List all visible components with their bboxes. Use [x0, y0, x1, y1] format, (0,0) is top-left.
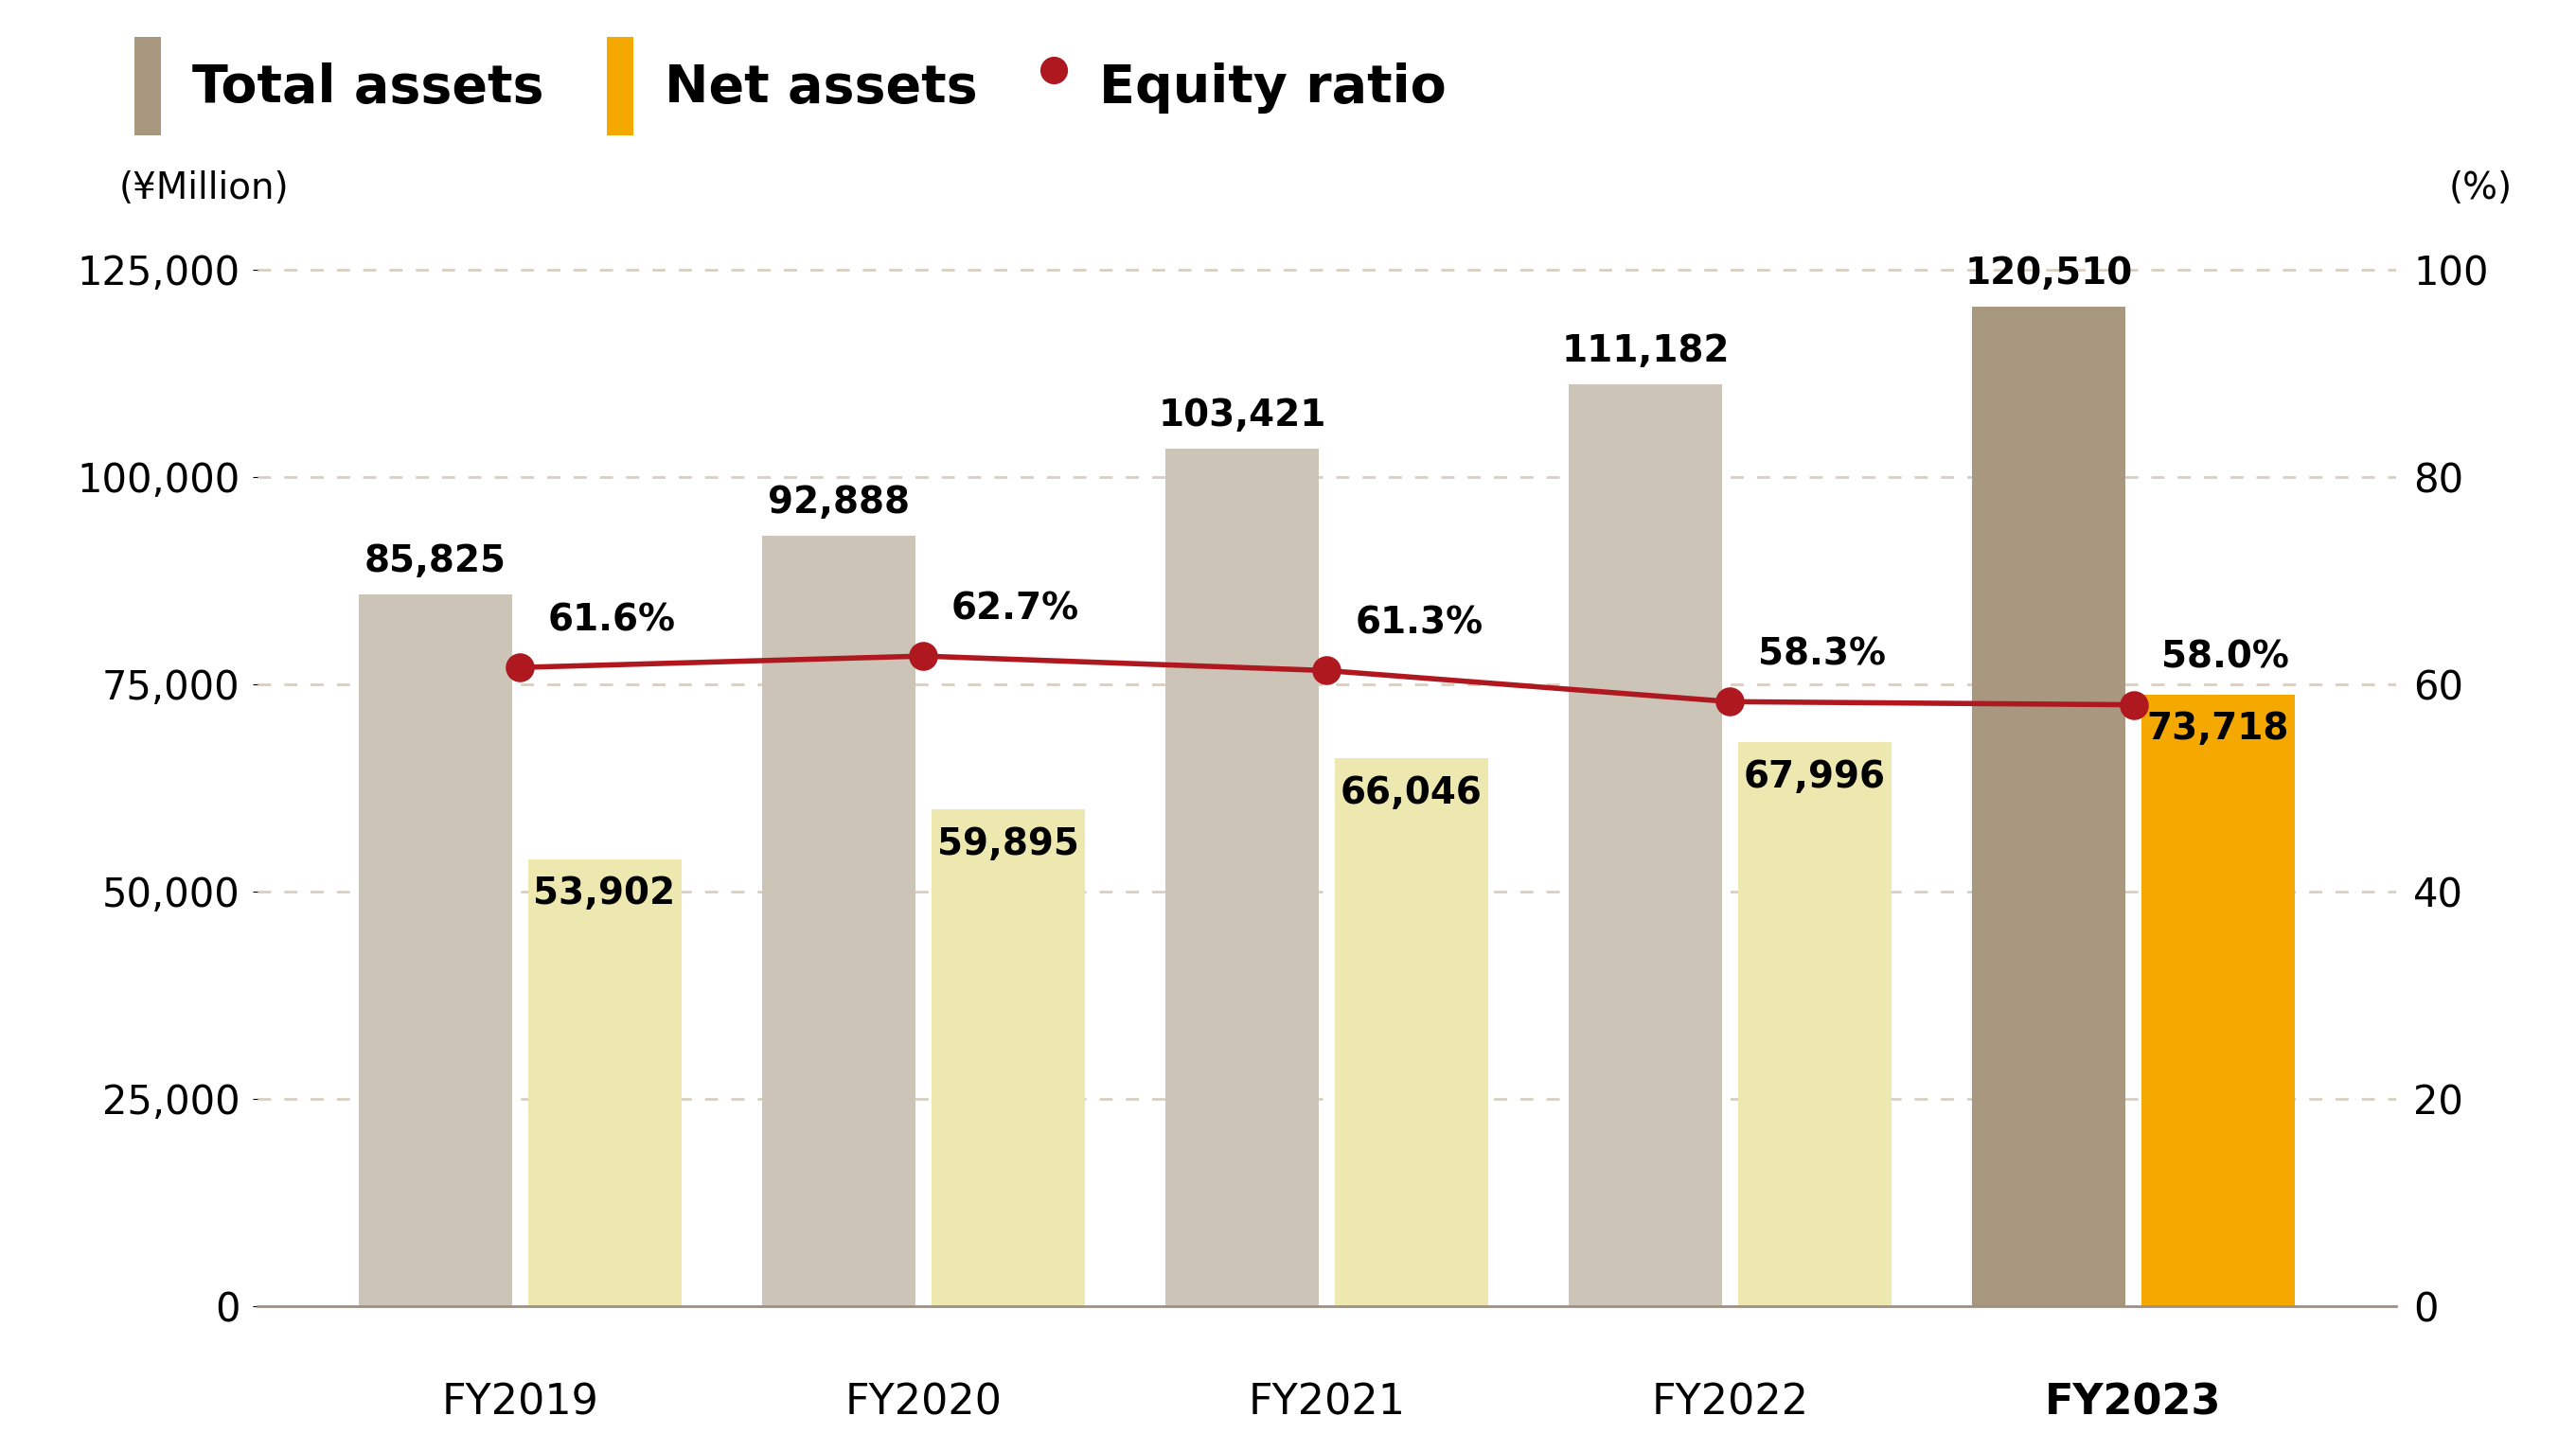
- Bar: [933, 810, 1084, 1306]
- Bar: [1334, 759, 1489, 1306]
- Text: 62.7%: 62.7%: [951, 591, 1079, 627]
- Text: 92,888: 92,888: [768, 485, 909, 521]
- Text: 66,046: 66,046: [1340, 775, 1481, 811]
- Text: 61.6%: 61.6%: [549, 602, 675, 638]
- Text: 85,825: 85,825: [363, 543, 505, 579]
- Text: 73,718: 73,718: [2146, 711, 2290, 747]
- Text: 67,996: 67,996: [1744, 759, 1886, 795]
- Bar: [528, 859, 680, 1306]
- Text: 53,902: 53,902: [533, 875, 675, 911]
- Text: (%): (%): [2450, 171, 2512, 207]
- Bar: [762, 535, 914, 1306]
- Text: 58.0%: 58.0%: [2161, 640, 2290, 676]
- Text: 111,182: 111,182: [1561, 334, 1728, 369]
- Text: FY2022: FY2022: [1651, 1381, 1808, 1423]
- Bar: [2141, 695, 2295, 1306]
- Text: 120,510: 120,510: [1965, 255, 2133, 292]
- Text: FY2020: FY2020: [845, 1381, 1002, 1423]
- Text: 61.3%: 61.3%: [1355, 605, 1484, 641]
- Text: 103,421: 103,421: [1159, 398, 1327, 434]
- Text: 58.3%: 58.3%: [1759, 637, 1886, 673]
- Bar: [1164, 448, 1319, 1306]
- Bar: [1973, 306, 2125, 1306]
- Text: 59,895: 59,895: [938, 826, 1079, 862]
- Bar: [1739, 741, 1891, 1306]
- Text: FY2019: FY2019: [440, 1381, 598, 1423]
- Text: FY2023: FY2023: [2045, 1381, 2221, 1423]
- Bar: [358, 595, 513, 1306]
- Text: (¥Million): (¥Million): [118, 171, 289, 207]
- Text: FY2021: FY2021: [1247, 1381, 1406, 1423]
- Legend: Total assets, Net assets, Equity ratio: Total assets, Net assets, Equity ratio: [134, 38, 1445, 135]
- Bar: [1569, 385, 1721, 1306]
